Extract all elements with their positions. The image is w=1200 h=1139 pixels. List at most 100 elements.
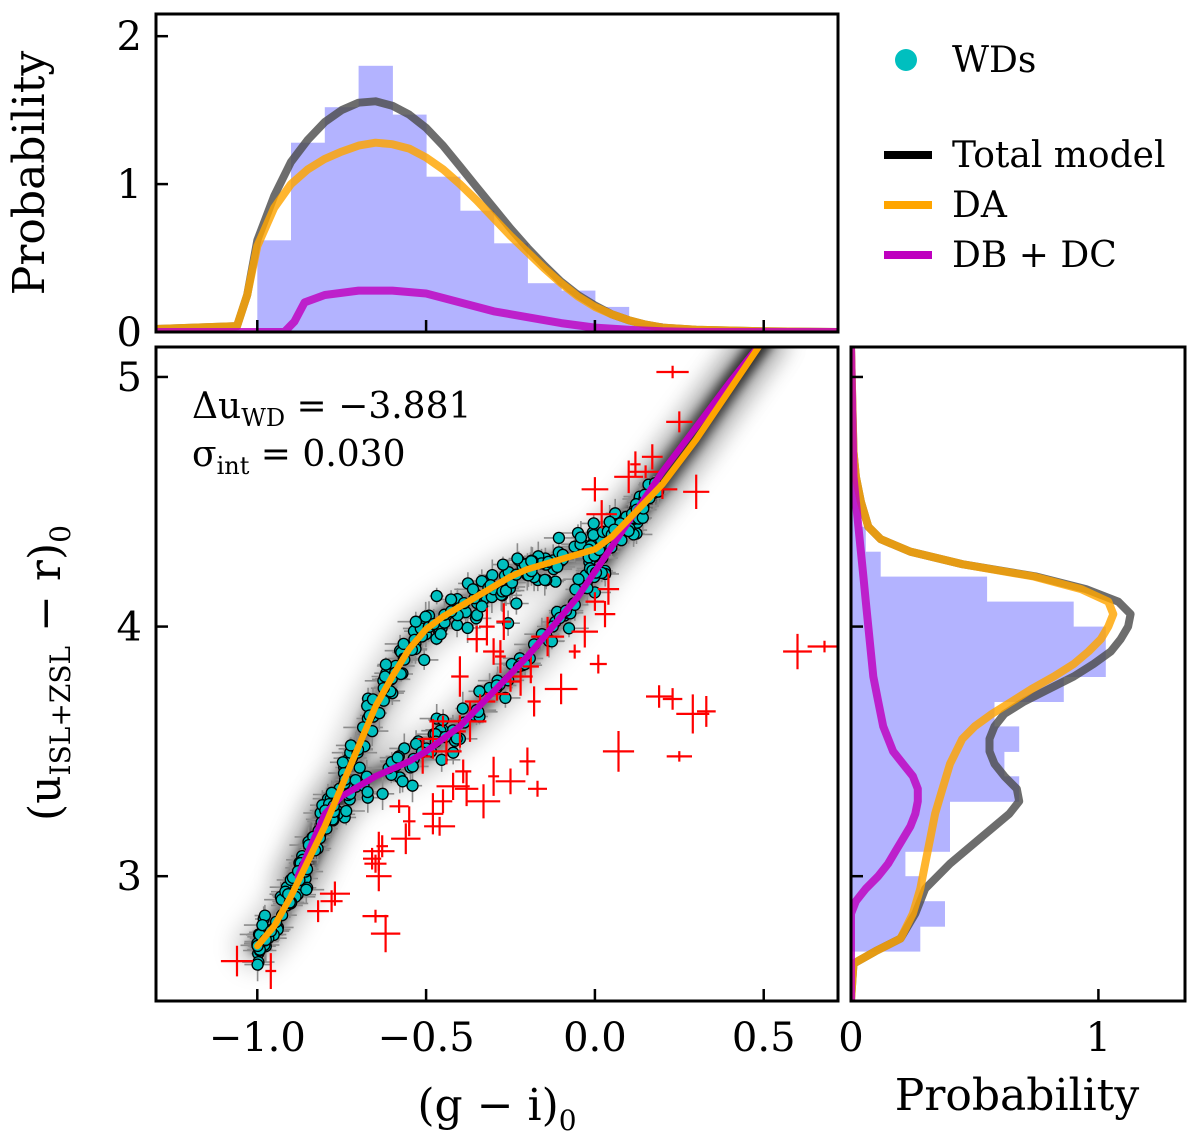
right-histogram-bars (851, 426, 1106, 952)
main-ytick-label: 4 (117, 605, 142, 651)
wd-point (572, 573, 585, 586)
top-model-curves (156, 97, 838, 332)
main-ylabel-main: (u (20, 775, 71, 821)
outlier-point (519, 747, 536, 776)
outlier-point (453, 700, 487, 742)
outlier-point (629, 465, 662, 479)
outlier-point (466, 625, 487, 653)
main-plot-area (220, 347, 838, 989)
top-da-curve (156, 138, 838, 332)
outlier-point (495, 768, 526, 795)
main-xlabel-subscript: 0 (559, 1104, 577, 1137)
wd-point (251, 958, 264, 971)
outlier-point (422, 793, 444, 835)
outlier-point (783, 633, 812, 670)
outlier-point (479, 607, 495, 646)
right-dbdc-curve (851, 347, 922, 1001)
wd-point (376, 787, 389, 800)
right-model-curves (851, 347, 1135, 1001)
right-xtick-label: 1 (1086, 1015, 1111, 1061)
outlier-point (568, 644, 581, 659)
outlier-point (389, 799, 409, 813)
wd-point (461, 621, 474, 635)
wd-point (496, 558, 510, 571)
outlier-point (403, 806, 416, 837)
legend-total-label: Total model (952, 135, 1165, 176)
outlier-point (319, 881, 350, 906)
outlier-point (488, 756, 500, 796)
right-hist-bar (851, 776, 1020, 802)
wd-point (406, 779, 419, 792)
legend-wds-marker (895, 49, 917, 71)
outlier-point (586, 500, 617, 529)
sigma-value: = 0.030 (249, 434, 405, 475)
main-ylabel: (uISL+ZSL − r)0 (20, 525, 77, 821)
top-hist-bar (257, 240, 292, 332)
wd-point (434, 627, 447, 641)
wd-point (501, 617, 515, 630)
main-ylabel-end-subscript: 0 (44, 525, 77, 543)
wd-point (419, 610, 432, 623)
right-hist-bar (851, 576, 988, 603)
main-ylabel-rest: − r) (20, 543, 71, 646)
top-ytick-label: 0 (117, 310, 142, 356)
right-hist-bar (851, 901, 945, 927)
main-da-curve (254, 347, 763, 950)
main-panel-ticks: −1.0 −0.5 0.0 0.5 3 4 5 (117, 355, 796, 1061)
legend-da-label: DA (952, 185, 1008, 226)
outlier-point (676, 694, 710, 734)
wd-point (486, 568, 499, 582)
outlier-point (602, 731, 635, 772)
wd-point (396, 775, 409, 788)
outlier-point (656, 365, 689, 379)
wd-point (538, 573, 551, 587)
wd-point (499, 691, 512, 705)
wd-point (379, 658, 393, 671)
right-hist-bar (851, 701, 995, 727)
outlier-point (641, 444, 663, 470)
main-xlabel: (g − i)0 (417, 1080, 576, 1137)
right-hist-bar (851, 601, 1074, 628)
right-da-curve (851, 347, 1118, 1001)
main-ytick-label: 5 (117, 355, 142, 401)
wd-point (430, 589, 443, 603)
wd-point (353, 761, 366, 774)
main-panel-frame (154, 345, 840, 1003)
legend-dbdc-label: DB + DC (952, 235, 1117, 276)
wd-point (418, 653, 431, 667)
delta-u-subscript: WD (241, 404, 285, 432)
outlier-point (585, 592, 605, 611)
outlier-point (363, 831, 395, 871)
wd-point (499, 584, 513, 597)
wd-point (300, 883, 313, 896)
main-model-curves (254, 347, 763, 950)
outlier-point (597, 573, 620, 605)
outlier-point (495, 640, 506, 673)
top-ytick-label: 1 (117, 162, 142, 208)
top-panel-frame (154, 12, 840, 334)
main-xlabel-text: (g − i) (417, 1080, 558, 1131)
wd-point (510, 597, 523, 610)
outlier-point (807, 640, 838, 653)
outlier-point (363, 847, 382, 870)
outlier-point (614, 460, 644, 494)
right-hist-bar (851, 626, 1106, 653)
right-xtick-label: 0 (838, 1015, 863, 1061)
main-xtick-label: −0.5 (378, 1015, 475, 1061)
wd-point (409, 615, 422, 628)
sigma-symbol: σ (192, 434, 217, 475)
wd-point (361, 785, 374, 799)
outlier-point (220, 945, 254, 977)
wd-point (256, 918, 269, 932)
top-histogram-bars (257, 65, 663, 332)
top-ylabel: Probability (4, 51, 55, 296)
top-histogram-panel: 0 1 2 Probability (4, 12, 840, 356)
right-hist-bar (851, 751, 1005, 777)
outlier-point (528, 780, 547, 797)
delta-u-annotation: ΔuWD = −3.881 (192, 386, 471, 432)
outlier-point (370, 914, 401, 953)
